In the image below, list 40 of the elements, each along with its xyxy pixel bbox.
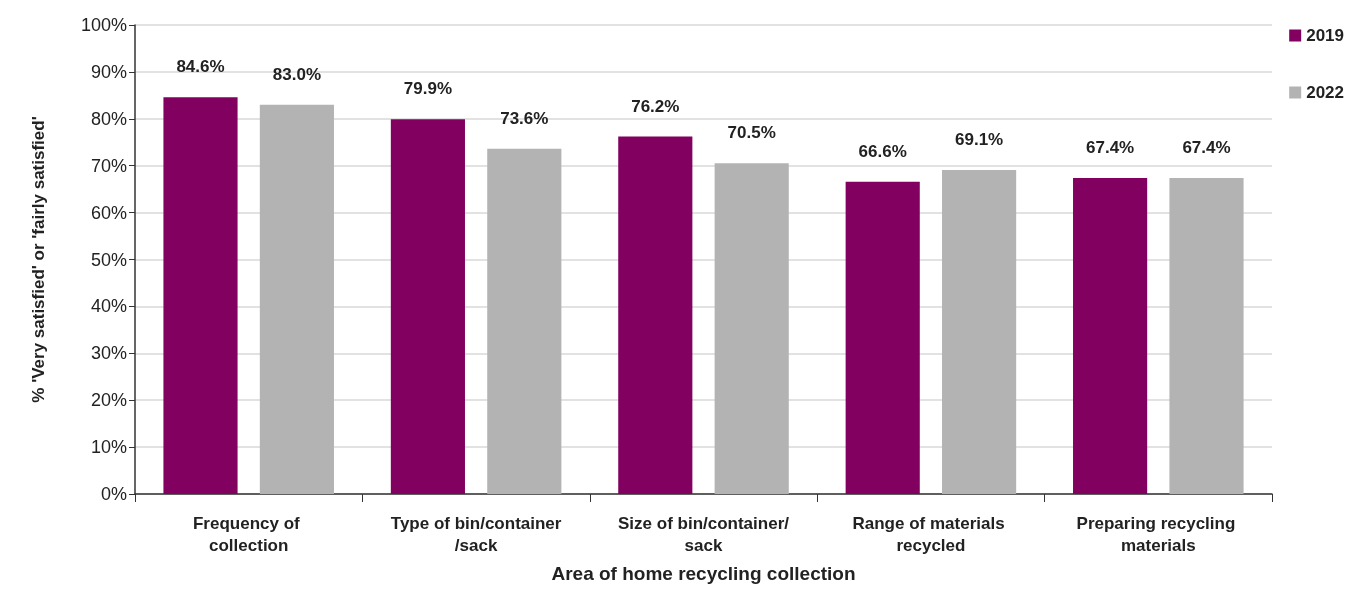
y-tick-label: 10% <box>90 437 127 458</box>
data-label: 70.5% <box>727 123 776 143</box>
x-tick-label: Type of bin/container/sack <box>390 513 562 555</box>
x-tick-label: Size of bin/container/sack <box>618 513 790 555</box>
y-tick-label: 90% <box>90 61 127 82</box>
x-tick-label: Frequency of collection <box>192 513 305 555</box>
x-tick-label: Range of materials recycled <box>852 513 1010 555</box>
bar <box>845 181 920 494</box>
y-tick-label: 80% <box>90 108 127 129</box>
bar <box>1169 177 1244 494</box>
bar <box>942 169 1017 494</box>
y-tick-label: 40% <box>90 296 127 317</box>
data-label: 67.4% <box>1086 137 1135 157</box>
bar <box>1073 177 1148 494</box>
y-tick-label: 30% <box>90 343 127 364</box>
data-label: 83.0% <box>272 64 321 84</box>
y-axis-title: % 'Very satisfied' or 'fairly satisfied' <box>29 116 48 403</box>
legend-label: 2022 <box>1306 83 1345 102</box>
legend-label: 2019 <box>1306 26 1345 45</box>
bar <box>618 136 693 494</box>
y-tick-label: 50% <box>90 249 127 270</box>
data-label: 84.6% <box>176 57 225 77</box>
data-label: 76.2% <box>631 96 680 116</box>
bar <box>487 148 562 494</box>
y-tick-label: 100% <box>80 15 127 35</box>
data-label: 67.4% <box>1182 137 1231 157</box>
y-tick-label: 60% <box>90 202 127 223</box>
bar <box>390 119 465 494</box>
bar <box>714 163 789 494</box>
bar <box>163 97 238 494</box>
y-tick-label: 70% <box>90 155 127 176</box>
data-label: 79.9% <box>403 79 452 99</box>
y-tick-label: 0% <box>100 484 127 504</box>
data-label: 66.6% <box>858 141 907 161</box>
x-tick-label: Preparing recycling materials <box>1076 513 1241 555</box>
y-tick-label: 20% <box>90 390 127 411</box>
x-axis-title: Area of home recycling collection <box>551 563 856 584</box>
bar <box>259 104 334 494</box>
data-label: 69.1% <box>955 129 1004 149</box>
data-label: 73.6% <box>500 108 549 128</box>
